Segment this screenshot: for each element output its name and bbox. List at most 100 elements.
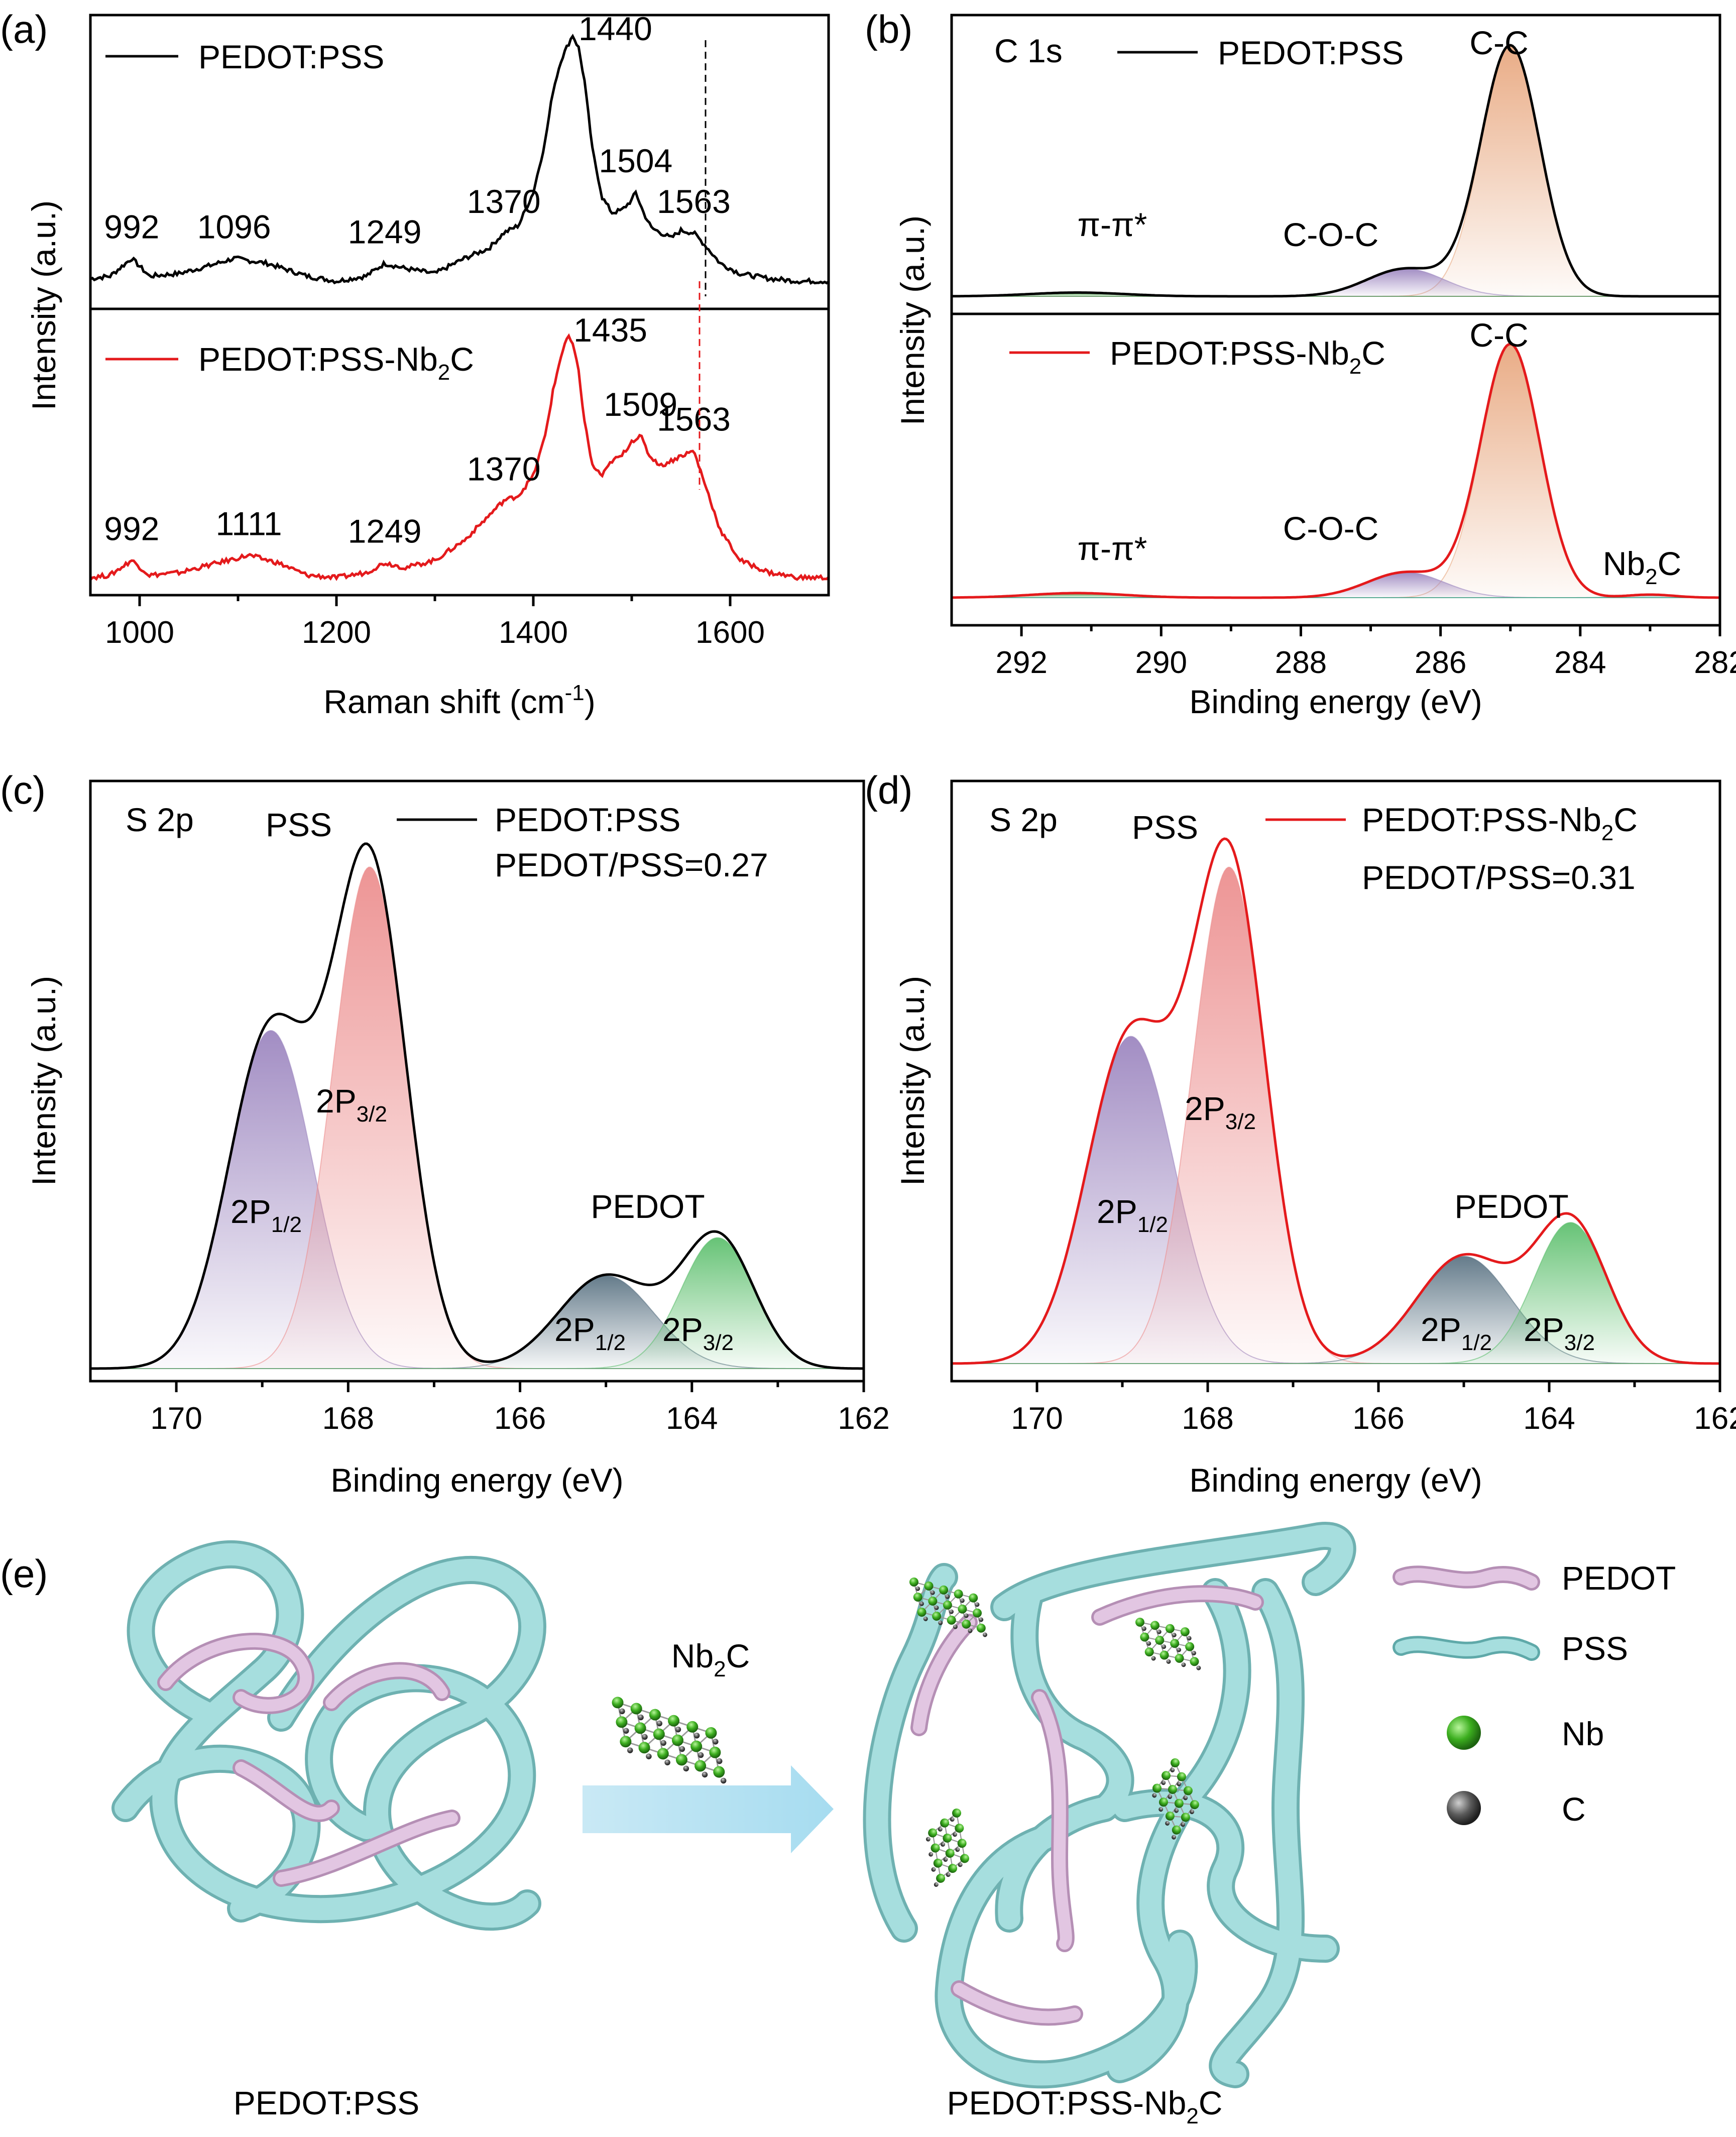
c-atom (1190, 1810, 1195, 1815)
nb-atom (962, 1619, 971, 1629)
nb-atom (1190, 1657, 1199, 1666)
xps-component-label: Nb2C (1603, 545, 1682, 589)
green-sphere-icon (1447, 1716, 1481, 1750)
c-atom (945, 1594, 950, 1599)
xps-envelope-line (951, 837, 1720, 1365)
c-atom (683, 1765, 689, 1772)
c-atom (1146, 1641, 1151, 1646)
c-atom (1168, 1794, 1173, 1799)
nb-atom (924, 1581, 934, 1591)
raman-peak-label: 1509 (604, 386, 677, 423)
component-label: 2P1/2 (1421, 1311, 1492, 1355)
pedot-pss-coil (111, 1540, 546, 1931)
nb-atom (630, 1703, 642, 1715)
raman-peak-label: 992 (104, 510, 159, 547)
c-atom (716, 1758, 723, 1764)
nb-atom (1140, 1632, 1149, 1642)
c-atom (713, 1739, 719, 1745)
raman-peak-label: 1111 (215, 505, 282, 542)
raman-peak-label: 1504 (599, 142, 672, 179)
nb-atom (1152, 1783, 1162, 1793)
nb-atom (939, 1585, 949, 1595)
c-atom (1162, 1644, 1167, 1649)
nb-atom (1160, 1650, 1169, 1660)
xps-component-label: C-O-C (1283, 510, 1379, 547)
nb-atom (713, 1766, 725, 1778)
nb-atom (709, 1746, 721, 1758)
legend-item-pedot: PEDOT (1562, 1559, 1676, 1597)
c-atom (1159, 1807, 1164, 1812)
panel-b-xlabel: Binding energy (eV) (1189, 683, 1482, 720)
schematic-legend: PEDOT PSS Nb C (1393, 1559, 1676, 1828)
panel-a-raman: 1000 1200 1400 1600 992 1096 1249 1370 1440 1504… (25, 10, 830, 720)
x-tick-label: 1400 (499, 615, 568, 650)
panel-d-title: S 2p (989, 801, 1058, 838)
nb-atom (1174, 1798, 1184, 1808)
x-tick-label: 282 (1694, 645, 1736, 680)
x-tick-label: 290 (1135, 645, 1187, 680)
nb-atom (943, 1833, 952, 1843)
nb-atom (976, 1623, 986, 1633)
raman-peak-label: 992 (104, 208, 159, 245)
c-atom (934, 1605, 939, 1610)
nb-atom (933, 1858, 943, 1868)
nb-atom (668, 1715, 680, 1727)
nb-atom (686, 1721, 699, 1733)
nb-atom (947, 1615, 956, 1625)
nb-atom (1161, 1771, 1171, 1780)
x-tick-label: 164 (666, 1401, 718, 1436)
panel-c-xlabel: Binding energy (eV) (330, 1461, 623, 1499)
x-tick-label: 162 (1694, 1401, 1736, 1436)
c-atom (1170, 1767, 1175, 1772)
nb-atom (638, 1742, 650, 1754)
panel-d-frame (950, 779, 1721, 1383)
legend-pedot-pss-nb2c: PEDOT:PSS-Nb2C (198, 341, 474, 385)
c-atom (1181, 1662, 1186, 1667)
nb-atom (1165, 1812, 1175, 1821)
x-tick-label: 170 (1011, 1401, 1063, 1436)
legend-pedot-pss-b: PEDOT:PSS (1218, 34, 1404, 71)
c-atom (934, 1882, 939, 1887)
panel-label-a: (a) (0, 7, 48, 51)
nb-atom (973, 1608, 982, 1618)
nb-atom (945, 1849, 955, 1858)
panel-c-ratio: PEDOT/PSS=0.27 (495, 846, 768, 883)
xps-envelope-line (952, 44, 1720, 298)
xps-component-label: π-π* (1078, 530, 1147, 567)
fit-component-area (952, 45, 1720, 297)
pedot-pss-nb2c-coil (863, 1522, 1356, 2089)
raman-peak-label: 1435 (573, 311, 647, 349)
raman-spectrum-line (89, 333, 830, 582)
nb-atom (671, 1734, 683, 1746)
nb-atom (616, 1716, 628, 1728)
group-label: PEDOT (591, 1188, 705, 1225)
nb-atom (932, 1611, 942, 1621)
legend-item-pss: PSS (1562, 1630, 1628, 1667)
c-atom (1151, 1656, 1156, 1661)
c-atom (660, 1740, 666, 1746)
c-atom (930, 1590, 935, 1595)
panel-a-frame (89, 14, 830, 597)
c-atom (955, 1847, 960, 1852)
panel-b-frame (950, 14, 1721, 627)
x-tick-label: 168 (322, 1401, 374, 1436)
component-label: 2P1/2 (1097, 1193, 1168, 1237)
c-atom (702, 1771, 708, 1778)
c-atom (943, 1857, 948, 1862)
nb2c-lattice-arrow (612, 1697, 727, 1784)
legend-pedot-pss: PEDOT:PSS (198, 38, 384, 75)
panel-c-frame (89, 779, 865, 1383)
nb-atom (1155, 1635, 1165, 1645)
nb-atom (695, 1760, 707, 1772)
c-atom (979, 1617, 984, 1622)
c-atom (1183, 1795, 1188, 1801)
c-atom (941, 1842, 946, 1847)
nb2c-sheet (612, 1697, 727, 1784)
c-atom (968, 1628, 973, 1633)
nb-atom (1190, 1800, 1199, 1810)
nb-atom (940, 1818, 950, 1828)
c-atom (619, 1708, 625, 1715)
panel-c-ylabel: Intensity (a.u.) (25, 976, 62, 1186)
component-label: 2P3/2 (1185, 1090, 1256, 1134)
c-atom (946, 1872, 951, 1877)
